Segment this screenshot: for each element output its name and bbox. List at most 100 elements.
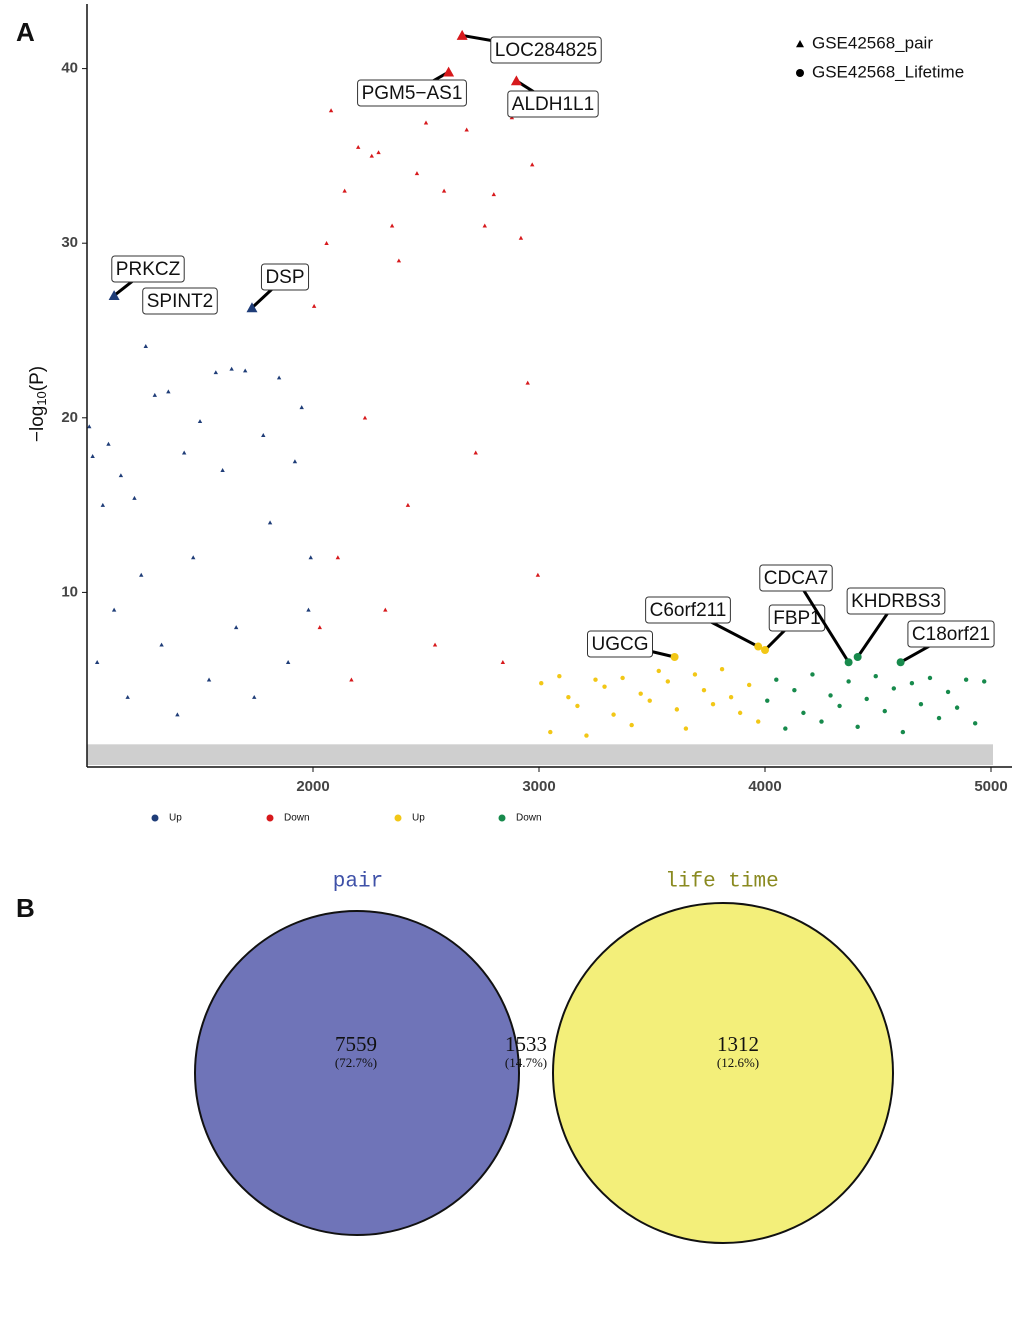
point	[873, 674, 878, 679]
point	[737, 710, 743, 716]
label-box	[587, 630, 653, 658]
legend-marker	[796, 69, 804, 77]
point	[285, 660, 291, 665]
label-box	[759, 564, 833, 592]
point	[810, 672, 815, 677]
point	[229, 366, 234, 371]
gene-label: FBP1	[773, 608, 821, 629]
point	[629, 722, 634, 728]
point	[261, 433, 266, 438]
legend-marker	[151, 814, 159, 822]
x-tick-label: 2000	[296, 778, 329, 795]
point	[206, 677, 212, 682]
point	[139, 572, 144, 577]
y-axis-label: −log10(P)	[27, 366, 49, 442]
point	[954, 705, 960, 710]
gene-label: ALDH1L1	[512, 94, 594, 115]
point	[783, 726, 788, 731]
point	[963, 677, 969, 682]
point	[414, 171, 420, 176]
label-box	[357, 79, 467, 107]
y-tick-label: 20	[61, 409, 78, 426]
point	[311, 303, 317, 308]
point	[683, 726, 689, 731]
point	[491, 192, 496, 197]
point	[765, 698, 770, 703]
gene-label: PRKCZ	[116, 259, 181, 280]
point	[692, 672, 698, 677]
point	[125, 694, 130, 699]
label-box	[907, 620, 995, 648]
point	[308, 555, 313, 560]
point	[111, 607, 117, 612]
point	[530, 162, 535, 167]
point	[306, 607, 311, 612]
gene-label: UGCG	[592, 634, 649, 655]
gene-label: KHDRBS3	[851, 591, 941, 612]
point	[267, 520, 273, 525]
point	[602, 684, 607, 689]
point	[143, 344, 148, 348]
point	[405, 502, 411, 507]
point	[896, 658, 905, 667]
legend-label: Up	[169, 813, 182, 824]
point	[900, 729, 906, 735]
point	[152, 392, 157, 397]
point	[94, 660, 100, 665]
point	[909, 680, 915, 686]
point	[846, 679, 851, 684]
region-count: 7559	[335, 1032, 377, 1056]
point	[710, 701, 716, 707]
point	[356, 144, 361, 149]
point	[396, 258, 402, 263]
point	[761, 646, 769, 655]
point	[369, 153, 374, 158]
point	[362, 415, 368, 420]
point	[982, 679, 987, 684]
point	[376, 150, 381, 155]
legend-marker	[394, 814, 402, 822]
point	[936, 715, 942, 721]
point	[670, 653, 679, 662]
point	[510, 75, 522, 86]
point	[213, 370, 219, 375]
point	[482, 223, 487, 228]
point	[844, 658, 853, 667]
point	[100, 502, 106, 507]
set-outline	[552, 902, 894, 1244]
point	[927, 675, 933, 681]
set-circle	[195, 911, 519, 1235]
point	[108, 290, 120, 300]
point	[882, 708, 887, 714]
point	[584, 733, 589, 738]
point	[159, 642, 164, 647]
point	[456, 29, 468, 40]
point	[443, 66, 455, 77]
legend-label: Up	[412, 813, 425, 824]
region-percent: (72.7%)	[335, 1055, 377, 1070]
point	[945, 689, 951, 695]
point	[647, 698, 652, 703]
point	[464, 127, 469, 132]
legend-marker	[796, 40, 804, 48]
point	[557, 674, 562, 679]
region-percent: (12.6%)	[717, 1055, 759, 1070]
point	[539, 680, 544, 686]
point	[324, 241, 329, 245]
point	[525, 380, 530, 385]
point	[548, 729, 553, 735]
region-percent: (14.7%)	[505, 1055, 547, 1070]
gene-label: DSP	[265, 267, 304, 288]
point	[566, 694, 571, 700]
label-box	[645, 596, 731, 624]
point	[197, 419, 203, 424]
point	[728, 694, 734, 700]
point	[828, 693, 833, 698]
gene-label: SPINT2	[147, 291, 214, 312]
point	[432, 642, 438, 647]
set-title: pair	[333, 871, 383, 894]
x-tick-label: 5000	[974, 778, 1007, 795]
point	[181, 450, 187, 455]
point	[191, 555, 196, 560]
